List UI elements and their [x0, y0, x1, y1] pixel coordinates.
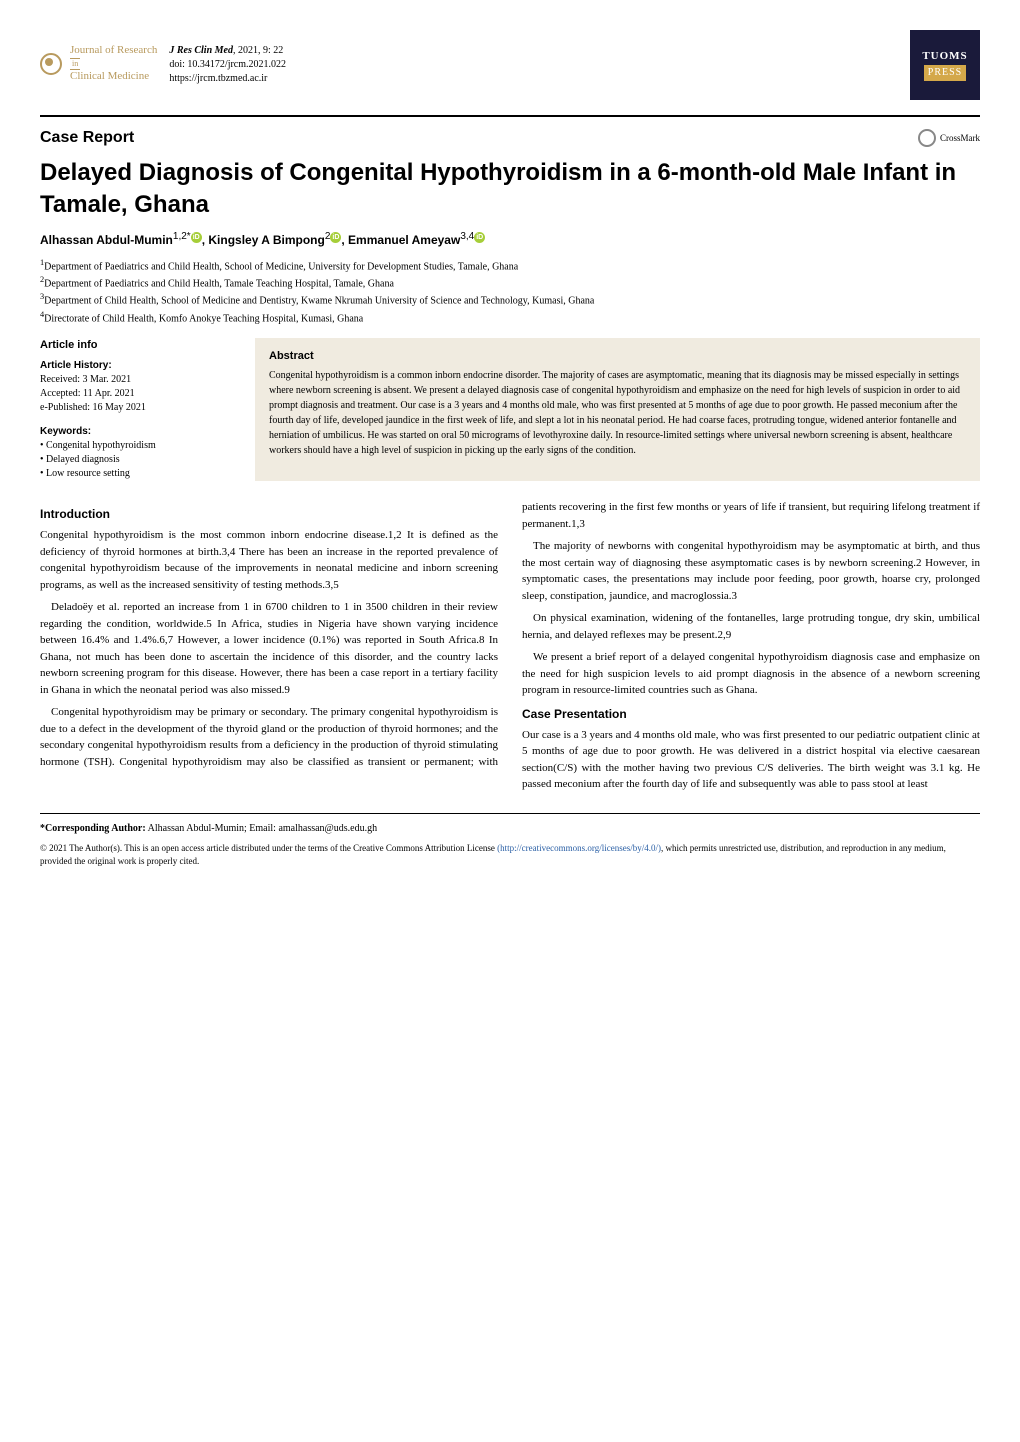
corresponding-label: *Corresponding Author:: [40, 823, 146, 834]
orcid-icon[interactable]: iD: [474, 232, 485, 243]
body-columns: Introduction Congenital hypothyroidism i…: [40, 499, 980, 793]
keywords-heading: Keywords:: [40, 425, 240, 439]
affiliation-text: Directorate of Child Health, Komfo Anoky…: [44, 313, 363, 324]
badge-press: PRESS: [924, 65, 966, 81]
intro-heading: Introduction: [40, 505, 498, 523]
intro-para: Congenital hypothyroidism is the most co…: [40, 527, 498, 593]
affiliation-text: Department of Child Health, School of Me…: [44, 296, 594, 307]
affiliation: 1Department of Paediatrics and Child Hea…: [40, 257, 980, 274]
author: Kingsley A Bimpong2iD: [208, 233, 341, 247]
case-report-row: Case Report CrossMark: [40, 127, 980, 149]
header-row: Journal of Research in Clinical Medicine…: [40, 30, 980, 100]
author-name: Alhassan Abdul-Mumin: [40, 233, 173, 247]
license-link[interactable]: (http://creativecommons.org/licenses/by/…: [497, 843, 661, 853]
intro-para: Deladoëy et al. reported an increase fro…: [40, 599, 498, 698]
keyword: Congenital hypothyroidism: [40, 439, 240, 453]
abstract-box: Abstract Congenital hypothyroidism is a …: [255, 338, 980, 481]
logo-text-bottom: Clinical Medicine: [70, 70, 157, 83]
orcid-icon[interactable]: iD: [330, 232, 341, 243]
author-sup: 1,2*: [173, 231, 191, 242]
affiliation: 4Directorate of Child Health, Komfo Anok…: [40, 309, 980, 326]
year-vol: , 2021, 9: 22: [233, 45, 283, 56]
intro-para: We present a brief report of a delayed c…: [522, 649, 980, 699]
header-left: Journal of Research in Clinical Medicine…: [40, 44, 286, 86]
article-info-box: Article info Article History: Received: …: [40, 338, 240, 481]
received-line: Received: 3 Mar. 2021: [40, 373, 240, 387]
publisher-badge: TUOMS PRESS: [910, 30, 980, 100]
intro-para: The majority of newborns with congenital…: [522, 538, 980, 604]
journal-logo-icon: [40, 53, 62, 75]
corresponding-author: *Corresponding Author: Alhassan Abdul-Mu…: [40, 822, 980, 836]
article-info-heading: Article info: [40, 338, 240, 353]
intro-para: On physical examination, widening of the…: [522, 610, 980, 643]
keywords-list: Congenital hypothyroidism Delayed diagno…: [40, 439, 240, 481]
keyword: Delayed diagnosis: [40, 453, 240, 467]
license-text: © 2021 The Author(s). This is an open ac…: [40, 842, 980, 869]
author: Emmanuel Ameyaw3,4iD: [348, 233, 485, 247]
authors-line: Alhassan Abdul-Mumin1,2*iD, Kingsley A B…: [40, 230, 980, 249]
author-name: Kingsley A Bimpong: [208, 233, 324, 247]
license-prefix: © 2021 The Author(s). This is an open ac…: [40, 843, 497, 853]
logo-text-top: Journal of Research: [70, 44, 157, 57]
url-line: https://jrcm.tbzmed.ac.ir: [169, 72, 286, 86]
header-rule: [40, 115, 980, 117]
crossmark-label: CrossMark: [940, 132, 980, 145]
keyword: Low resource setting: [40, 467, 240, 481]
article-title: Delayed Diagnosis of Congenital Hypothyr…: [40, 157, 980, 219]
case-heading: Case Presentation: [522, 705, 980, 723]
logo-text-in: in: [70, 58, 80, 70]
journal-abbrev: J Res Clin Med: [169, 45, 233, 56]
accepted-line: Accepted: 11 Apr. 2021: [40, 387, 240, 401]
affiliation: 3Department of Child Health, School of M…: [40, 291, 980, 308]
info-abstract-row: Article info Article History: Received: …: [40, 338, 980, 481]
abstract-heading: Abstract: [269, 348, 966, 365]
affiliation-text: Department of Paediatrics and Child Heal…: [44, 278, 394, 289]
affiliation-text: Department of Paediatrics and Child Heal…: [44, 261, 518, 272]
doi-line: doi: 10.34172/jrcm.2021.022: [169, 58, 286, 72]
affiliations: 1Department of Paediatrics and Child Hea…: [40, 257, 980, 326]
author: Alhassan Abdul-Mumin1,2*iD: [40, 233, 202, 247]
epub-line: e-Published: 16 May 2021: [40, 401, 240, 415]
citation-line: J Res Clin Med, 2021, 9: 22: [169, 44, 286, 58]
journal-meta: J Res Clin Med, 2021, 9: 22 doi: 10.3417…: [169, 44, 286, 86]
crossmark-badge[interactable]: CrossMark: [918, 129, 980, 147]
corresponding-name: Alhassan Abdul-Mumin; Email: amalhassan@…: [148, 823, 377, 834]
footer-rule: [40, 813, 980, 814]
affiliation: 2Department of Paediatrics and Child Hea…: [40, 274, 980, 291]
article-type-label: Case Report: [40, 127, 134, 149]
case-para: Our case is a 3 years and 4 months old m…: [522, 727, 980, 793]
badge-tuoms: TUOMS: [922, 49, 967, 64]
history-heading: Article History:: [40, 359, 240, 373]
crossmark-icon: [918, 129, 936, 147]
author-name: Emmanuel Ameyaw: [348, 233, 460, 247]
author-sup: 3,4: [460, 231, 474, 242]
abstract-text: Congenital hypothyroidism is a common in…: [269, 368, 966, 458]
journal-logo-text: Journal of Research in Clinical Medicine: [70, 44, 157, 84]
journal-logo: Journal of Research in Clinical Medicine: [40, 44, 157, 84]
orcid-icon[interactable]: iD: [191, 232, 202, 243]
